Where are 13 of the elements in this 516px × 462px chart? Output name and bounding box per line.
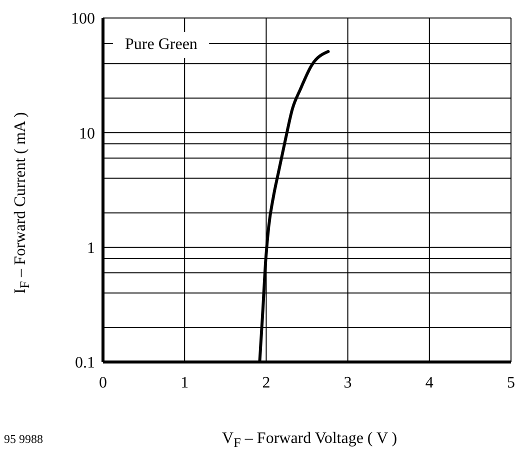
y-tick-label: 10 <box>79 125 95 142</box>
x-tick-label: 0 <box>99 374 107 392</box>
x-tick-label: 4 <box>425 374 434 392</box>
x-axis-title: V$_{F}$ – Forward Voltage ( V ) <box>222 430 398 450</box>
x-tick-label: 5 <box>507 374 515 392</box>
x-tick-label: 1 <box>180 374 189 392</box>
x-tick-label: 2 <box>262 374 270 392</box>
y-tick-label: 100 <box>71 10 95 28</box>
y-tick-label: 0.1 <box>75 354 95 372</box>
text: 95 9988 <box>4 432 43 447</box>
text: Pure Green <box>125 36 198 54</box>
x-tick-label: 3 <box>344 374 352 392</box>
y-tick-label: 1 <box>87 240 95 258</box>
